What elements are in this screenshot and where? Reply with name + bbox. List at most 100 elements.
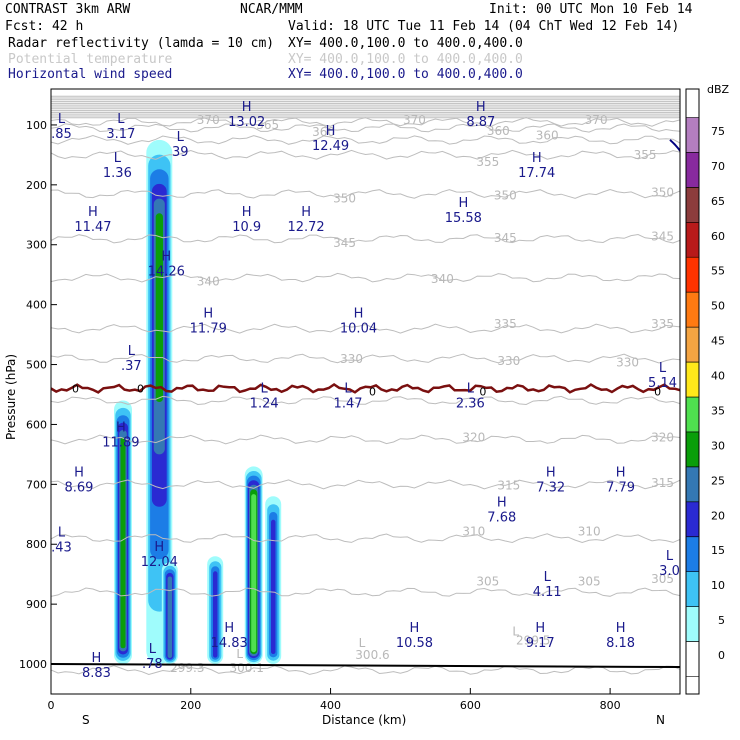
theta-label: 305: [476, 574, 499, 588]
wind-extremum-value: .85: [51, 127, 72, 142]
wind-extremum-value: 10.04: [340, 322, 377, 337]
wind-extremum-type: L: [58, 525, 66, 540]
init-time: Init: 00 UTC Mon 10 Feb 14: [489, 2, 693, 17]
wind-extremum-value: 9.17: [526, 636, 555, 651]
field-wind-name: Horizontal wind speed: [8, 67, 172, 82]
freezing-level-line: [51, 383, 680, 394]
colorbar-level-label: 0: [718, 649, 725, 662]
wind-extremum-value: 17.74: [518, 166, 555, 181]
wind-extremum-type: L: [261, 381, 269, 396]
theta-label: 310: [462, 525, 485, 539]
colorbar-swatch-45: [685, 326, 700, 363]
reflectivity-cell-5-20dbz: [271, 519, 276, 654]
colorbar-level-label: 70: [711, 160, 725, 173]
theta-label: 305: [651, 572, 674, 586]
y-axis-label: Pressure (hPa): [4, 354, 18, 440]
wind-extremum-type: H: [410, 621, 420, 636]
theta-isentrope-355: [51, 149, 680, 160]
field-reflectivity-xy: XY= 400.0,100.0 to 400.0,400.0: [288, 36, 523, 51]
wind-extremum-value: 4.11: [533, 585, 562, 600]
colorbar-swatch-55: [685, 256, 700, 293]
theta-label: 370: [403, 113, 426, 127]
wind-extremum-value: 14.83: [211, 636, 248, 651]
colorbar-swatch-40: [685, 361, 700, 398]
wind-extremum-value: 12.72: [287, 220, 324, 235]
colorbar-swatch-60: [685, 222, 700, 258]
wind-extremum-type: H: [497, 495, 507, 510]
theta-isentrope-310: [51, 533, 680, 544]
reflectivity-cell-2-25dbz: [167, 576, 173, 658]
wind-extremum-type: L: [114, 151, 122, 166]
theta-label: 345: [494, 231, 517, 245]
wind-extremum-type: H: [242, 205, 252, 220]
y-tick-label: 600: [26, 418, 47, 431]
colorbar-swatch-35: [685, 396, 700, 433]
theta-label: L: [359, 636, 366, 650]
wind-extremum-type: L: [666, 549, 674, 564]
theta-label: 350: [651, 186, 674, 200]
wind-extremum-value: 5.14: [648, 376, 677, 391]
colorbar-level-label: 75: [711, 125, 725, 138]
y-tick-label: 300: [26, 239, 47, 252]
wind-extremum-value: 10.9: [232, 220, 261, 235]
potential-temperature-layer: 370 365 360 370 360 370 360 355 355 350 350 350 345 3…: [51, 95, 680, 675]
colorbar-swatch-70: [685, 152, 700, 188]
wind-extremum-value: 15.58: [445, 211, 482, 226]
colorbar-swatch-15: [685, 536, 700, 572]
x-end-north: N: [656, 713, 665, 727]
theta-label: 345: [333, 236, 356, 250]
wind-extremum-value: 1.36: [103, 166, 132, 181]
theta-label: L: [236, 647, 243, 661]
forecast-hour: Fcst: 42 h: [5, 19, 83, 34]
valid-time: Valid: 18 UTC Tue 11 Feb 14 (04 ChT Wed …: [288, 19, 679, 34]
theta-label: 300.6: [355, 648, 389, 662]
colorbar-swatch-20: [685, 501, 700, 537]
theta-label: 360: [312, 125, 335, 139]
wind-extremum-value: 11.79: [190, 322, 227, 337]
wind-extremum-type: H: [546, 465, 556, 480]
wind-extremum-value: 3.17: [106, 127, 135, 142]
theta-label: 355: [634, 148, 657, 162]
wind-extremum-value: 11.89: [102, 435, 139, 450]
wind-extremum-value: 8.83: [82, 666, 111, 681]
colorbar-level-label: 55: [711, 265, 725, 278]
institution: NCAR/MMM: [240, 2, 303, 17]
x-axis-label: Distance (km): [322, 713, 406, 727]
theta-label: 360: [487, 124, 510, 138]
field-wind-xy: XY= 400.0,100.0 to 400.0,400.0: [288, 67, 523, 82]
wind-extremum-type: L: [58, 112, 66, 127]
theta-label: 345: [651, 229, 674, 243]
colorbar-swatch-65: [685, 187, 700, 223]
colorbar-level-label: 25: [711, 474, 725, 487]
wind-extremum-value: .78: [142, 657, 163, 672]
theta-label: 365: [256, 118, 279, 132]
wind-extremum-value: 1.47: [334, 396, 363, 411]
theta-label: 350: [333, 192, 356, 206]
freezing-level-label: 0: [137, 383, 144, 396]
theta-isentrope-325: [51, 395, 680, 406]
freezing-level-label: 0: [479, 386, 486, 399]
model-name: CONTRAST 3km ARW: [5, 2, 130, 17]
wind-extremum-type: H: [224, 621, 234, 636]
wind-extremum-type: H: [535, 621, 545, 636]
theta-label: 320: [462, 431, 485, 445]
theta-label: 315: [651, 476, 674, 490]
wind-extremum-value: .37: [121, 359, 142, 374]
figure-header: CONTRAST 3km ARW NCAR/MMM Init: 00 UTC M…: [5, 2, 693, 82]
wind-extremum-type: H: [242, 100, 252, 115]
theta-isentrope-340: [51, 272, 680, 283]
freezing-level-label: 0: [72, 383, 79, 396]
colorbar-level-label: 5: [718, 614, 725, 627]
wind-extremum-type: L: [117, 112, 125, 127]
wind-extremum-value: 7.68: [487, 510, 516, 525]
wind-extremum-value: 7.79: [606, 480, 635, 495]
y-tick-label: 700: [26, 478, 47, 491]
wind-extremum-value: 39: [172, 145, 189, 160]
freezing-level-label: 0: [369, 386, 376, 399]
theta-label: 299.3: [170, 661, 204, 675]
wind-extremum-type: H: [154, 540, 164, 555]
theta-label: 320: [651, 431, 674, 445]
wind-extremum-value: 14.26: [148, 265, 185, 280]
wind-extremum-value: .43: [51, 540, 72, 555]
wind-extremum-type: H: [616, 621, 626, 636]
